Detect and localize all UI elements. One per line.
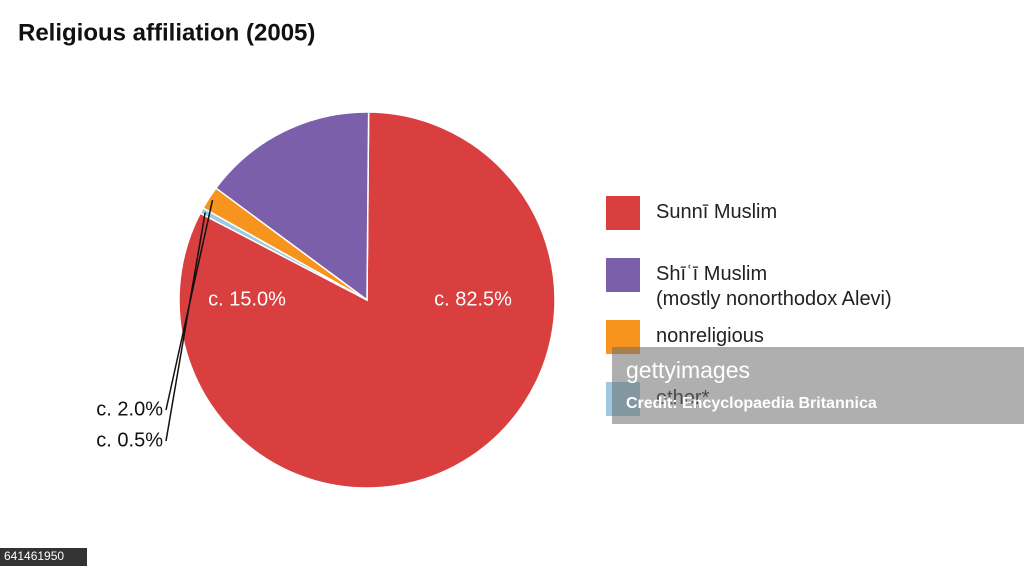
legend-swatch <box>606 258 640 292</box>
pie-slice <box>214 111 370 302</box>
legend-label: Sunnī Muslim <box>656 201 778 223</box>
value-label: c. 15.0% <box>208 288 286 310</box>
watermark-id-box <box>0 548 87 566</box>
leader-line <box>165 212 206 442</box>
pie-slice <box>199 206 368 301</box>
legend-label: nonreligious <box>656 325 764 347</box>
watermark-credit: Credit: Encyclopaedia Britannica <box>626 395 877 412</box>
legend-label: Shīʿī Muslim (mostly nonorthodox Alevi) <box>656 263 892 310</box>
value-label: c. 82.5% <box>434 288 512 310</box>
legend-swatch <box>606 196 640 230</box>
value-label: c. 0.5% <box>96 429 163 451</box>
watermark-brand: gettyimages <box>626 357 750 383</box>
watermark-id: 641461950 <box>4 549 64 563</box>
value-label: c. 2.0% <box>96 398 163 420</box>
watermark-band <box>612 347 1024 424</box>
chart-title: Religious affiliation (2005) <box>18 19 315 46</box>
